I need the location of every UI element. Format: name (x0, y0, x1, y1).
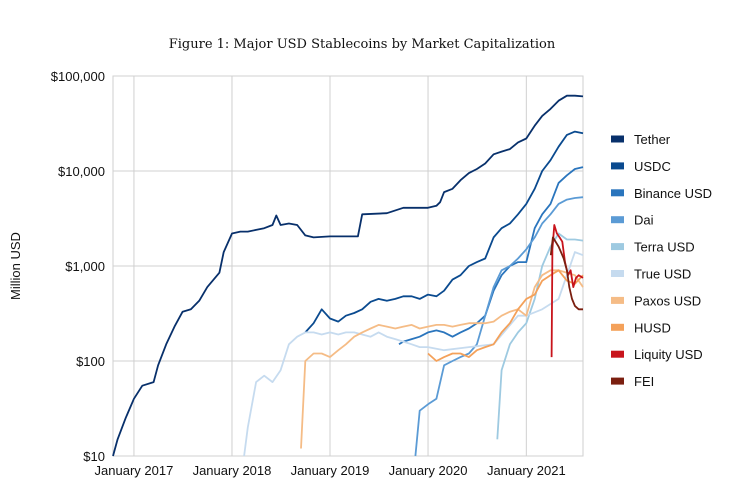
legend-swatch-liquity-usd (611, 350, 624, 358)
x-tick-label: January 2019 (291, 463, 370, 478)
legend-label-liquity-usd: Liquity USD (634, 347, 703, 362)
series-line-fei (549, 236, 583, 311)
series-line-paxos-usd (300, 269, 584, 449)
legend-label-true-usd: True USD (634, 267, 691, 282)
x-tick-label: January 2020 (389, 463, 468, 478)
legend-swatch-husd (611, 323, 624, 331)
legend-label-paxos-usd: Paxos USD (634, 293, 701, 308)
y-tick-label: $10,000 (58, 164, 105, 179)
y-tick-label: $1,000 (65, 259, 105, 274)
chart-title: Figure 1: Major USD Stablecoins by Marke… (169, 37, 556, 52)
legend-label-usdc: USDC (634, 159, 671, 174)
legend-label-husd: HUSD (634, 320, 671, 335)
legend-swatch-binance-usd (611, 189, 624, 197)
y-tick-label: $100 (76, 354, 105, 369)
legend-swatch-usdc (611, 162, 624, 170)
series-lines (112, 94, 584, 457)
legend-label-dai: Dai (634, 213, 654, 228)
legend-label-binance-usd: Binance USD (634, 186, 712, 201)
legend-swatch-tether (611, 135, 624, 143)
legend-swatch-fei (611, 377, 624, 385)
series-line-husd (427, 269, 584, 362)
x-tick-labels: January 2017 January 2018 January 2019 Janu… (95, 463, 566, 478)
series-line-true-usd (243, 251, 584, 457)
legend-label-fei: FEI (634, 374, 654, 389)
legend-swatch-true-usd (611, 270, 624, 277)
x-tick-label: January 2018 (193, 463, 272, 478)
y-tick-label: $100,000 (51, 69, 105, 84)
legend-swatch-paxos-usd (611, 296, 624, 304)
series-line-usdc (304, 130, 584, 334)
y-tick-labels: $10 $100 $1,000 $10,000 $100,000 (51, 69, 105, 464)
legend-swatch-terra-usd (611, 243, 624, 251)
legend: Tether USDC Binance USD Dai Terra USD True US… (611, 132, 712, 389)
legend-label-tether: Tether (634, 132, 671, 147)
y-tick-label: $10 (83, 449, 105, 464)
x-tick-label: January 2021 (487, 463, 566, 478)
x-tick-label: January 2017 (95, 463, 174, 478)
legend-label-terra-usd: Terra USD (634, 240, 695, 255)
series-line-dai (414, 196, 584, 457)
legend-swatch-dai (611, 216, 624, 224)
series-line-tether (112, 94, 584, 457)
y-axis-label: Million USD (8, 232, 23, 300)
